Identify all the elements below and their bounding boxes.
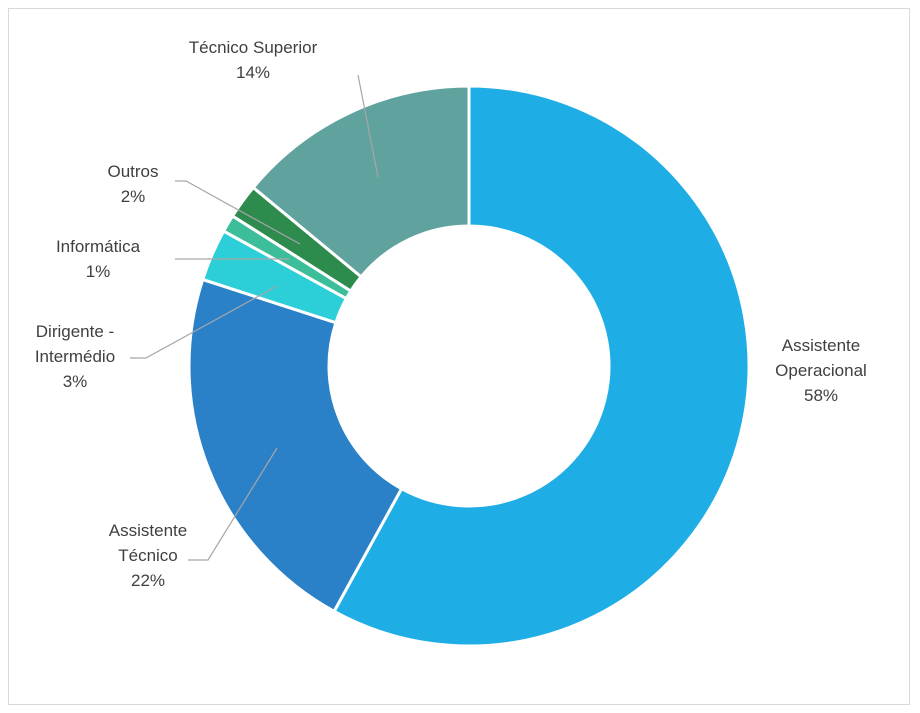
slice-label: Outros 2% [107, 162, 158, 206]
slice-value-label: 1% [86, 262, 111, 281]
slice-name-label: Operacional [775, 361, 867, 380]
slice-name-label: Assistente [109, 521, 187, 540]
leader-line [357, 74, 379, 178]
slice-label: Assistente Técnico 22% [109, 521, 187, 590]
slice-label: Assistente Operacional 58% [775, 336, 867, 405]
slice-value-label: 22% [131, 571, 165, 590]
slice-assistente-t-cnico [187, 277, 404, 614]
slice-value-label: 58% [804, 386, 838, 405]
slice-name-label: Outros [107, 162, 158, 181]
slice-name-label: Dirigente - [36, 322, 114, 341]
leader-line [130, 285, 278, 359]
slice-label: Dirigente - Intermédio 3% [35, 322, 115, 391]
slice-name-label: Intermédio [35, 347, 115, 366]
slice-value-label: 2% [121, 187, 146, 206]
slice-value-label: 3% [63, 372, 88, 391]
slice-name-label: Informática [56, 237, 141, 256]
slice-name-label: Técnico [118, 546, 178, 565]
slice-label: Informática 1% [56, 237, 141, 281]
slice-value-label: 14% [236, 63, 270, 82]
leader-line [175, 180, 301, 245]
leader-line [188, 447, 278, 561]
slice-label: Técnico Superior 14% [189, 38, 318, 82]
slice-name-label: Técnico Superior [189, 38, 318, 57]
slice-t-cnico-superior [251, 84, 471, 279]
slice-assistente-operacional [332, 84, 751, 648]
slice-name-label: Assistente [782, 336, 860, 355]
